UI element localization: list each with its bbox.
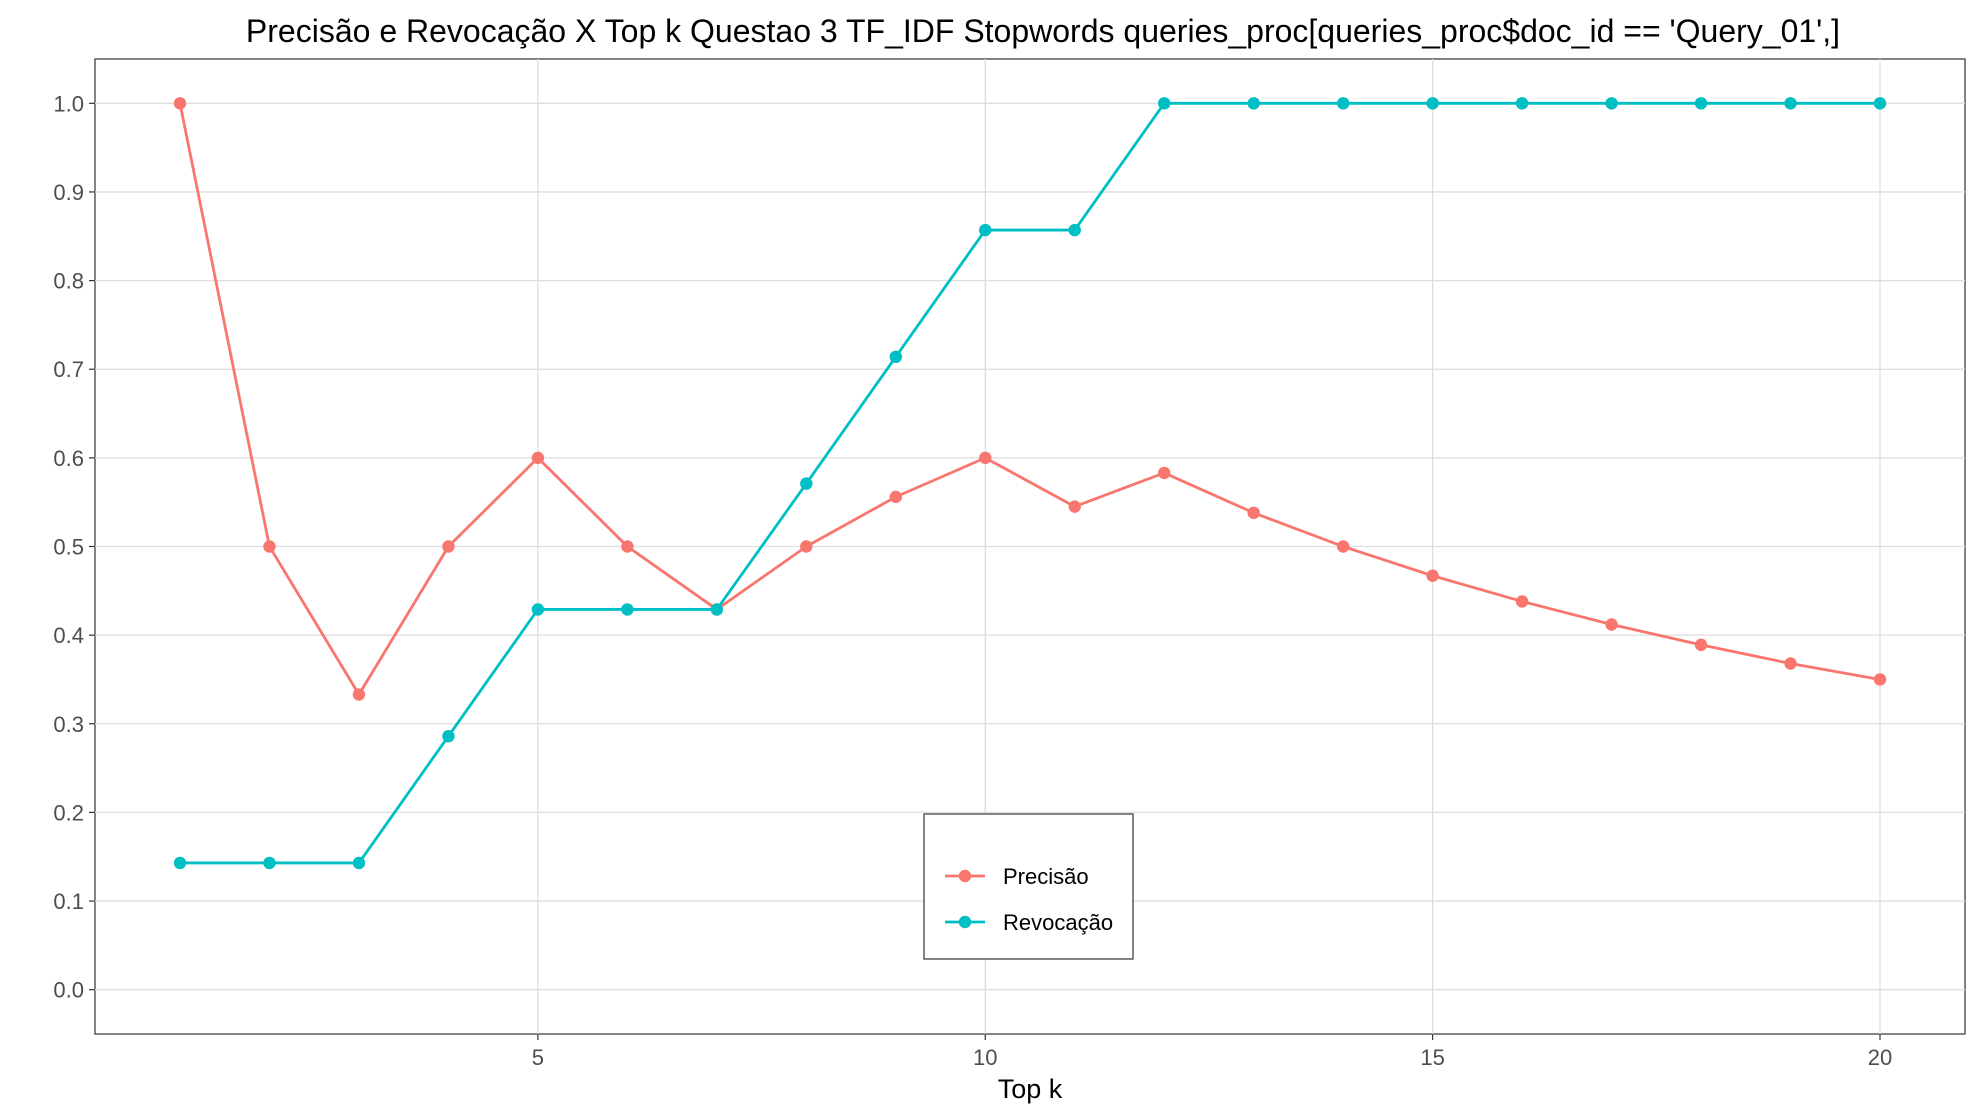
x-tick-label: 10 [973, 1045, 997, 1070]
data-point-precisao [800, 540, 813, 553]
data-point-revocacao [352, 856, 366, 870]
series-line-precisao [178, 101, 1882, 696]
y-tick-label: 0.0 [53, 978, 84, 1003]
x-axis-title: Top k [998, 1074, 1063, 1104]
series-line-revocacao [178, 101, 1882, 865]
data-point-revocacao [621, 603, 634, 616]
y-tick-label: 0.1 [53, 889, 84, 914]
x-axis-tick-labels: 5 10 15 20 [532, 1034, 1892, 1070]
data-point-precisao [1515, 595, 1529, 608]
data-point-revocacao [263, 856, 276, 870]
legend-key-point-precisao [958, 869, 972, 883]
data-point-precisao [263, 540, 276, 553]
legend-label-revocacao: Revocação [1003, 910, 1113, 935]
data-point-revocacao [1068, 223, 1081, 237]
legend-box [923, 813, 1134, 960]
y-tick-label: 0.9 [53, 180, 84, 205]
x-tick-label: 5 [532, 1045, 544, 1070]
data-point-precisao [1694, 638, 1708, 652]
y-tick-label: 0.4 [53, 623, 84, 648]
data-point-revocacao [800, 477, 813, 490]
data-point-revocacao [1247, 97, 1260, 110]
data-point-revocacao [710, 603, 724, 616]
data-point-revocacao [1873, 97, 1887, 110]
data-point-precisao [621, 540, 634, 553]
data-point-revocacao [1515, 97, 1529, 110]
chart-title: Precisão e Revocação X Top k Questao 3 T… [246, 13, 1840, 49]
data-point-precisao [1426, 569, 1439, 582]
data-point-precisao [1873, 673, 1887, 686]
y-tick-label: 0.3 [53, 712, 84, 737]
data-point-revocacao [1426, 97, 1439, 110]
data-series [173, 97, 1887, 870]
data-point-revocacao [979, 223, 992, 237]
legend-key-point-revocacao [958, 915, 972, 929]
data-point-precisao [979, 451, 992, 465]
data-point-precisao [173, 97, 187, 110]
data-point-precisao [1247, 506, 1260, 520]
x-tick-label: 15 [1420, 1045, 1444, 1070]
y-tick-label: 0.5 [53, 535, 84, 560]
y-tick-label: 0.6 [53, 446, 84, 471]
data-point-revocacao [1605, 97, 1618, 110]
legend-label-precisao: Precisão [1003, 864, 1089, 889]
data-point-revocacao [442, 729, 455, 743]
data-point-revocacao [173, 856, 187, 870]
data-point-precisao [531, 451, 545, 465]
data-point-precisao [1336, 540, 1350, 553]
data-point-precisao [352, 688, 366, 701]
data-point-revocacao [1336, 97, 1350, 110]
data-point-precisao [1068, 500, 1081, 513]
data-point-precisao [1784, 657, 1797, 670]
data-point-precisao [889, 490, 902, 504]
data-point-revocacao [1784, 97, 1797, 110]
data-point-revocacao [1694, 97, 1708, 110]
x-tick-label: 20 [1868, 1045, 1892, 1070]
grid-lines [95, 59, 1965, 1034]
data-point-revocacao [1158, 97, 1171, 110]
data-point-revocacao [889, 350, 902, 364]
y-tick-label: 0.8 [53, 269, 84, 294]
legend: Precisão Revocação [923, 813, 1134, 960]
data-point-precisao [1158, 466, 1171, 480]
y-tick-label: 1.0 [53, 91, 84, 116]
y-tick-label: 0.2 [53, 800, 84, 825]
data-point-precisao [442, 540, 455, 553]
data-point-precisao [1605, 618, 1618, 631]
data-point-revocacao [531, 603, 545, 616]
y-tick-label: 0.7 [53, 357, 84, 382]
y-axis-tick-labels: 0.0 0.1 0.2 0.3 0.4 0.5 0.6 0.7 0.8 0.9 1.0 [53, 91, 95, 1003]
